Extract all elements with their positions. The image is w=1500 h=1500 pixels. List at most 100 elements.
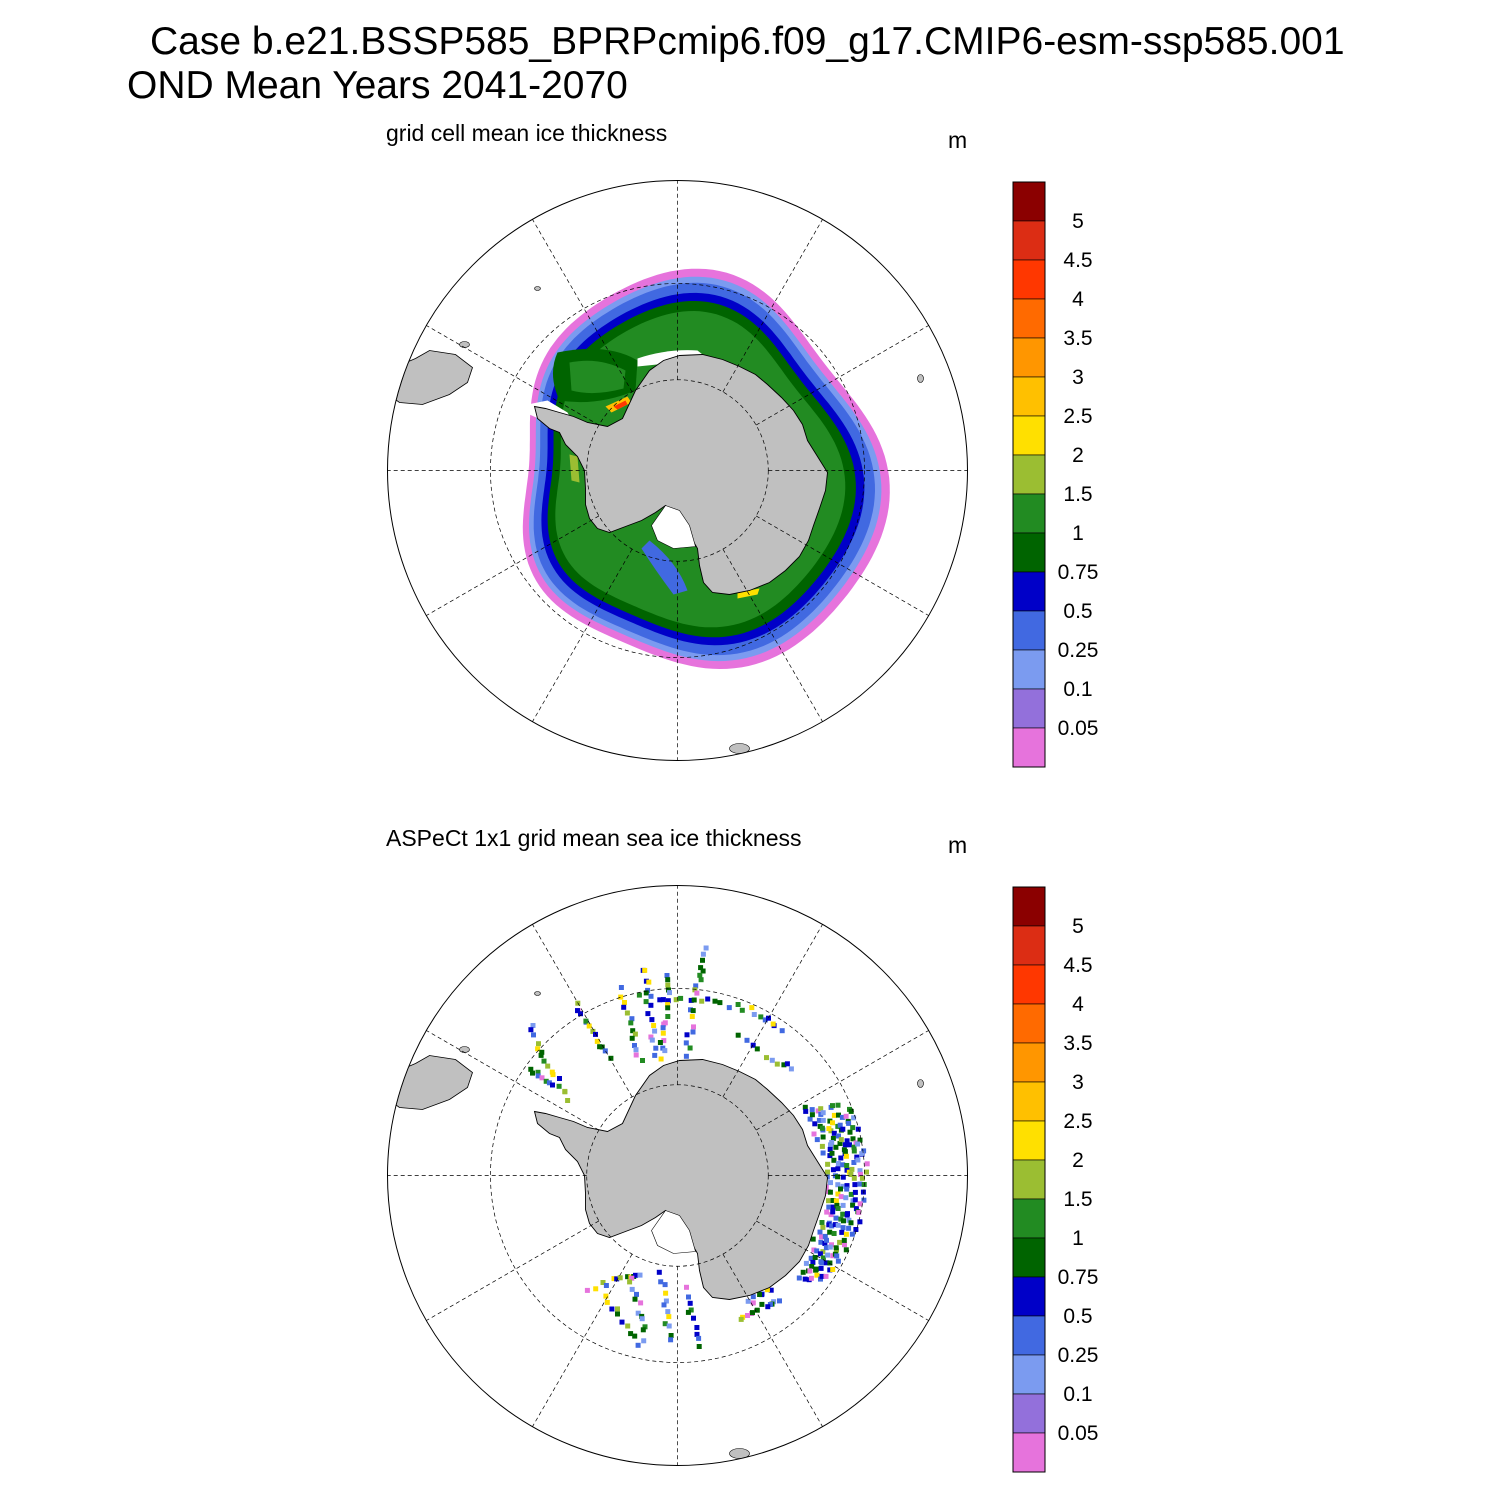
observation-cell <box>666 987 671 993</box>
map-content <box>387 268 924 754</box>
panel-1-polar-map <box>387 180 968 761</box>
falkland-islands <box>459 1046 470 1053</box>
observation-cell <box>652 1028 658 1034</box>
colorbar-tick-label: 0.25 <box>1058 1344 1099 1367</box>
observation-cell <box>698 977 704 983</box>
observation-cell <box>657 1040 663 1045</box>
observation-cell <box>848 1108 854 1114</box>
observation-cell <box>836 1133 841 1139</box>
observation-cell <box>660 1030 666 1036</box>
panel-2-title: ASPeCt 1x1 grid mean sea ice thickness <box>386 825 802 851</box>
observation-cell <box>652 1052 658 1058</box>
observation-cell <box>848 1172 854 1177</box>
observation-cell <box>834 1253 840 1259</box>
observation-cell <box>594 1038 600 1044</box>
colorbar-swatch <box>1012 259 1046 300</box>
observation-cell <box>851 1144 857 1150</box>
observation-cell <box>633 1272 638 1278</box>
observation-cell <box>609 1306 615 1312</box>
observation-cell <box>696 1344 702 1349</box>
colorbar-swatch <box>1012 337 1046 378</box>
observation-cell <box>640 1327 646 1333</box>
observation-cell <box>705 996 711 1002</box>
observation-cell <box>642 1324 648 1330</box>
observation-cell <box>855 1126 861 1132</box>
observation-cell <box>820 1134 826 1140</box>
south-georgia-island <box>534 286 541 291</box>
observation-cell <box>810 1259 816 1265</box>
observation-cell <box>635 1310 641 1316</box>
observation-cell <box>665 982 671 988</box>
observation-cell <box>835 1222 841 1228</box>
observation-cell <box>788 1066 794 1072</box>
observation-cell <box>839 1229 845 1235</box>
observation-cell <box>630 1028 636 1034</box>
observation-cell <box>819 1234 825 1240</box>
colorbar-tick-label: 3.5 <box>1063 327 1092 350</box>
observation-cell <box>629 1275 635 1281</box>
observation-cell <box>648 1034 654 1040</box>
colorbar-swatch <box>1012 415 1046 456</box>
observation-cell <box>690 1029 696 1035</box>
observation-cell <box>550 1072 556 1078</box>
colorbar-tick-label: 4.5 <box>1063 954 1092 977</box>
observation-cell <box>856 1209 862 1215</box>
observation-cell <box>583 1018 589 1024</box>
observation-cell <box>653 1045 659 1051</box>
latitude-circle <box>586 379 769 562</box>
observation-cell <box>827 1118 833 1124</box>
observation-cell <box>835 1102 841 1108</box>
observation-cell <box>712 998 718 1004</box>
observation-cell <box>833 1215 839 1221</box>
observation-cell <box>531 1032 536 1038</box>
observation-cell <box>629 1016 635 1022</box>
observation-cell <box>835 1182 841 1188</box>
observation-cell <box>809 1112 815 1118</box>
observation-cell <box>745 1298 751 1304</box>
observation-cell <box>847 1142 852 1148</box>
observation-cell <box>857 1219 863 1225</box>
observation-cell <box>645 1011 651 1017</box>
colorbar-tick-label: 1.5 <box>1063 483 1092 506</box>
observation-cell <box>629 1035 635 1041</box>
meridian-line <box>722 1253 823 1427</box>
observation-cell <box>831 1112 837 1118</box>
observation-cell <box>864 1169 869 1175</box>
map-boundary-circle <box>387 885 968 1466</box>
colorbar-swatch <box>1012 376 1046 417</box>
colorbar-tick-label: 1 <box>1072 1227 1084 1250</box>
meridian-line <box>532 1253 633 1427</box>
observation-cell <box>648 1002 654 1008</box>
observation-cell <box>852 1182 858 1188</box>
colorbar-tick-label: 3.5 <box>1063 1032 1092 1055</box>
observation-cell <box>617 1275 623 1281</box>
observation-cell <box>664 973 670 978</box>
meridian-line <box>755 1220 929 1321</box>
observation-cell <box>696 1335 702 1341</box>
observation-cell <box>660 1025 666 1031</box>
observation-cell <box>717 1000 723 1006</box>
observation-cell <box>843 1247 849 1253</box>
observation-cell <box>841 1237 847 1243</box>
colorbar-swatch <box>1012 1003 1046 1044</box>
observation-cell <box>635 1342 641 1348</box>
observation-cell <box>528 1066 534 1072</box>
colorbar-swatch <box>1012 1081 1046 1122</box>
observation-cell <box>549 1069 555 1075</box>
panel-1-units: m <box>948 127 968 153</box>
observation-cell <box>849 1231 855 1237</box>
colorbar-tick-label: 0.75 <box>1058 561 1099 584</box>
observation-cell <box>666 1323 672 1329</box>
observation-cell <box>739 1007 745 1013</box>
observation-cell <box>825 1169 830 1175</box>
observation-cell <box>859 1175 865 1181</box>
colorbar-swatch <box>1012 1432 1046 1473</box>
observation-cell <box>699 998 705 1004</box>
colorbar-tick-label: 0.5 <box>1063 600 1092 623</box>
colorbar-tick-label: 0.5 <box>1063 1305 1092 1328</box>
observation-cell <box>593 1286 599 1292</box>
observation-cell <box>530 1023 536 1028</box>
observation-cell <box>844 1183 850 1189</box>
observation-cell <box>546 1080 552 1086</box>
observation-cell <box>829 1223 835 1229</box>
